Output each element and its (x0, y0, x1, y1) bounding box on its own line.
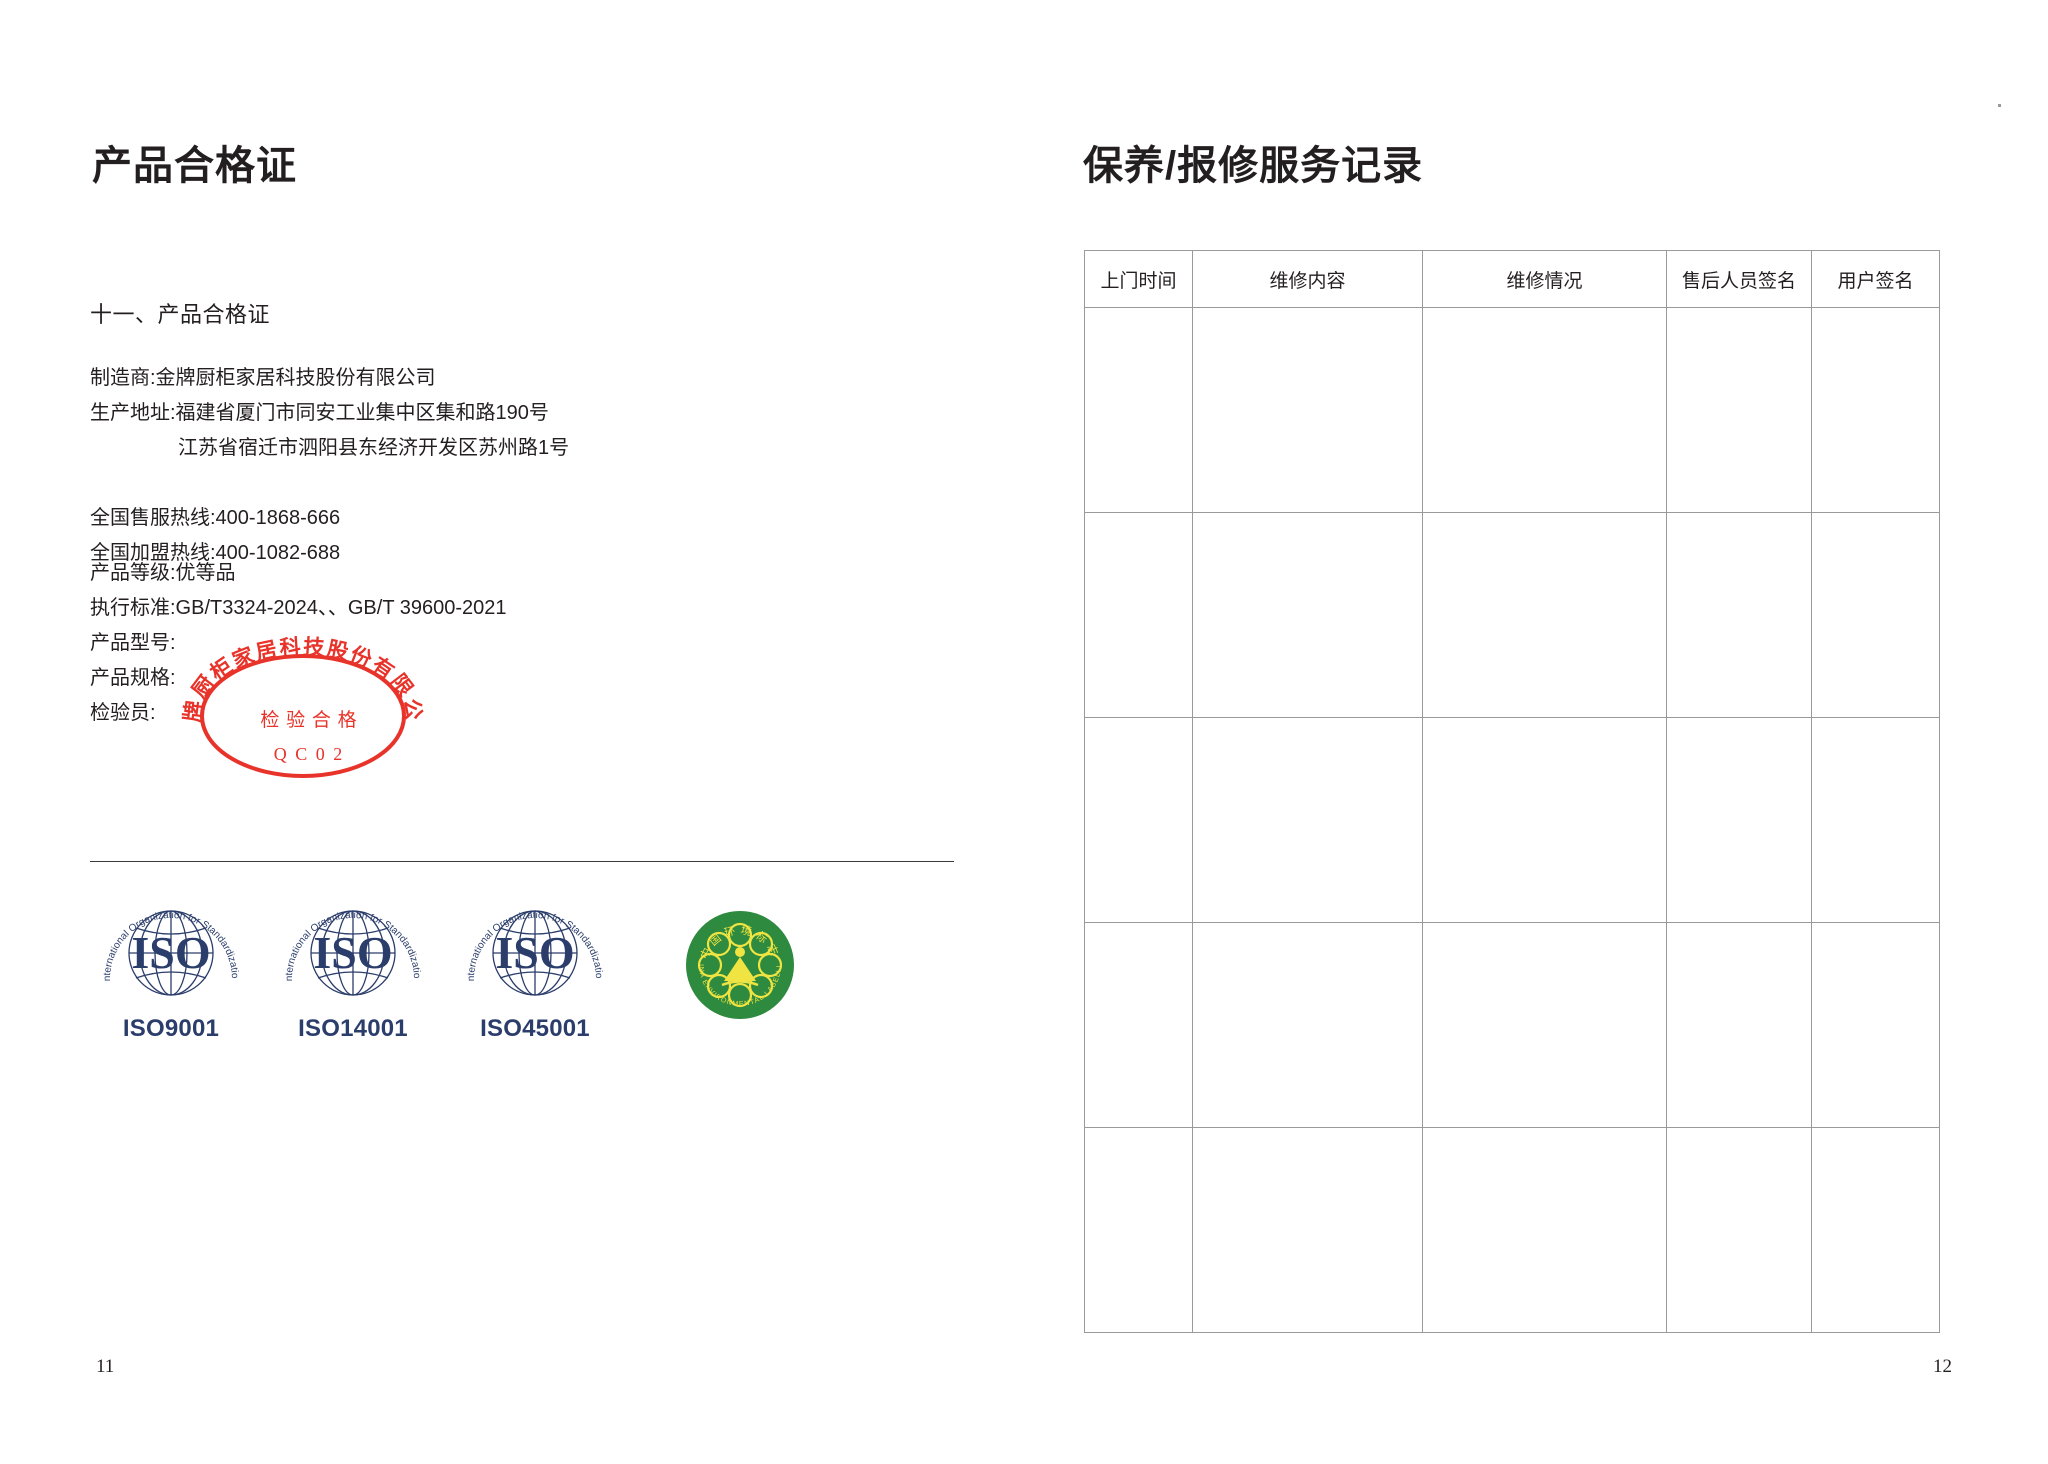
page-number-left: 11 (96, 1356, 115, 1377)
section-divider (90, 861, 954, 862)
cell-repair-status[interactable] (1422, 1127, 1667, 1333)
iso-wordmark: ISO (131, 927, 210, 978)
manufacturer-line: 制造商:金牌厨柜家居科技股份有限公司 (90, 367, 436, 389)
table-row (1084, 307, 1940, 513)
cell-user-signature[interactable] (1811, 717, 1940, 923)
cell-visit-time[interactable] (1084, 922, 1193, 1128)
product-grade-line: 产品等级:优等品 (90, 562, 236, 584)
certification-logo-row: International Organization for Standardi… (96, 893, 807, 1043)
table-row (1084, 512, 1940, 718)
cell-user-signature[interactable] (1811, 512, 1940, 718)
cell-repair-content[interactable] (1192, 512, 1423, 718)
cell-staff-signature[interactable] (1666, 1127, 1812, 1333)
iso-wordmark: ISO (495, 927, 574, 978)
page-number-right: 12 (1933, 1356, 1952, 1377)
iso9001-caption: ISO9001 (122, 1015, 220, 1042)
franchise-hotline-line: 全国加盟热线:400-1082-688 (90, 542, 341, 564)
cell-visit-time[interactable] (1084, 512, 1193, 718)
cell-staff-signature[interactable] (1666, 922, 1812, 1128)
stamp-code-text: Q C 0 2 (274, 744, 345, 764)
cell-user-signature[interactable] (1811, 1127, 1940, 1333)
manufacturer-info-block: 制造商:金牌厨柜家居科技股份有限公司 生产地址:福建省厦门市同安工业集中区集和路… (90, 361, 569, 571)
service-record-table: 上门时间 维修内容 维修情况 售后人员签名 用户签名 (1084, 250, 1940, 1333)
cell-visit-time[interactable] (1084, 1127, 1193, 1333)
cell-staff-signature[interactable] (1666, 717, 1812, 923)
iso9001-logo: International Organization for Standardi… (96, 893, 246, 1043)
cell-repair-content[interactable] (1192, 717, 1423, 923)
page-title: 产品合格证 (92, 144, 297, 188)
cell-repair-status[interactable] (1422, 922, 1667, 1128)
production-address-line-2: 江苏省宿迁市泗阳县东经济开发区苏州路1号 (178, 437, 570, 459)
cell-repair-content[interactable] (1192, 922, 1423, 1128)
left-page: 产品合格证 十一、产品合格证 制造商:金牌厨柜家居科技股份有限公司 生产地址:福… (90, 144, 954, 1377)
iso-wordmark: ISO (313, 927, 392, 978)
cell-repair-status[interactable] (1422, 512, 1667, 718)
iso14001-caption: ISO14001 (298, 1015, 408, 1042)
column-header-user-signature: 用户签名 (1811, 250, 1940, 308)
column-header-visit-time: 上门时间 (1084, 250, 1193, 308)
iso45001-logo: International Organization for Standardi… (460, 893, 610, 1043)
product-spec-block: 产品等级:优等品 执行标准:GB/T3324-2024、、GB/T 39600-… (90, 556, 507, 731)
cell-staff-signature[interactable] (1666, 512, 1812, 718)
standard-line: 执行标准:GB/T3324-2024、、GB/T 39600-2021 (90, 597, 507, 619)
column-header-repair-status: 维修情况 (1422, 250, 1667, 308)
column-header-staff-signature: 售后人员签名 (1666, 250, 1812, 308)
column-header-repair-content: 维修内容 (1192, 250, 1423, 308)
iso14001-logo: International Organization for Standardi… (278, 893, 428, 1043)
cell-repair-status[interactable] (1422, 717, 1667, 923)
section-heading: 十一、产品合格证 (90, 302, 271, 327)
table-header-row: 上门时间 维修内容 维修情况 售后人员签名 用户签名 (1084, 250, 1940, 308)
service-record-title: 保养/报修服务记录 (1083, 144, 1424, 188)
cell-user-signature[interactable] (1811, 922, 1940, 1128)
service-hotline-line: 全国售服热线:400-1868-666 (90, 507, 341, 529)
production-address-line-1: 生产地址:福建省厦门市同安工业集中区集和路190号 (90, 402, 549, 424)
table-body (1084, 307, 1940, 1333)
cell-visit-time[interactable] (1084, 717, 1193, 923)
cell-repair-content[interactable] (1192, 307, 1423, 513)
table-row (1084, 922, 1940, 1128)
cell-repair-content[interactable] (1192, 1127, 1423, 1333)
iso45001-caption: ISO45001 (480, 1015, 590, 1042)
product-size-line: 产品规格: (90, 667, 176, 689)
cell-repair-status[interactable] (1422, 307, 1667, 513)
registration-dot (1998, 104, 2001, 107)
table-row (1084, 1127, 1940, 1333)
table-row (1084, 717, 1940, 923)
cell-user-signature[interactable] (1811, 307, 1940, 513)
cell-visit-time[interactable] (1084, 307, 1193, 513)
inspection-stamp: 金牌厨柜家居科技股份有限公司 检 验 合 格 Q C 0 2 (178, 636, 428, 796)
right-page (1024, 0, 2048, 1464)
product-model-line: 产品型号: (90, 632, 176, 654)
china-environmental-labelling-logo: 中国环境标志 CHINA ENVIRONMENTAL LABELLING (672, 905, 807, 1025)
cell-staff-signature[interactable] (1666, 307, 1812, 513)
inspector-line: 检验员: (90, 702, 156, 724)
stamp-center-text: 检 验 合 格 (260, 709, 357, 731)
